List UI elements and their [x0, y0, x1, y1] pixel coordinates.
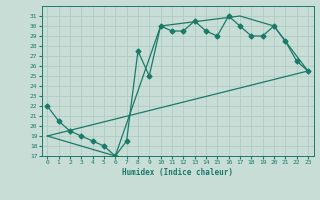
X-axis label: Humidex (Indice chaleur): Humidex (Indice chaleur)	[122, 168, 233, 177]
